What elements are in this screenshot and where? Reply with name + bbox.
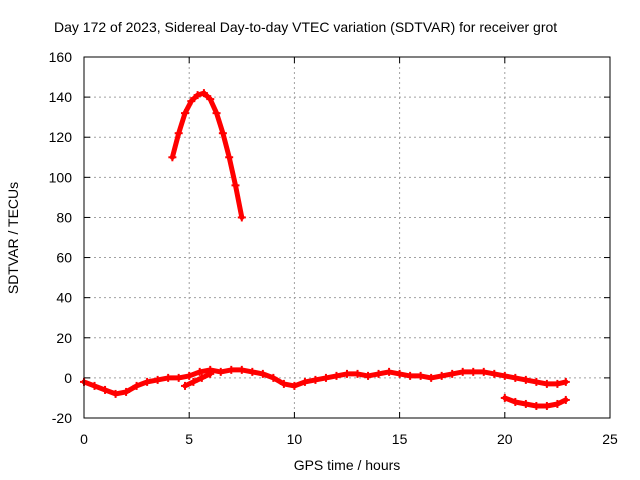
y-tick-label: 40 — [56, 290, 72, 306]
main-track-point — [469, 367, 478, 376]
main-track-point — [332, 371, 341, 380]
main-track-point — [542, 379, 551, 388]
main-track-point — [132, 381, 141, 390]
x-tick-labels: 0 5 10 15 20 25 — [80, 431, 618, 447]
main-track-point — [448, 369, 457, 378]
main-track-point — [195, 367, 204, 376]
y-tick-label: 80 — [56, 209, 72, 225]
arc-track-line — [169, 90, 245, 220]
main-track-point — [364, 371, 373, 380]
late-track-point — [511, 397, 520, 406]
arc-track-point — [231, 181, 240, 190]
main-track-point — [500, 371, 509, 380]
x-axis-label: GPS time / hours — [294, 457, 401, 473]
lower-branch-point — [206, 369, 215, 378]
late-track-point — [561, 395, 570, 404]
main-track-point — [185, 371, 194, 380]
y-tick-label: 120 — [49, 129, 73, 145]
plot-frame — [83, 56, 611, 419]
arc-track-point — [218, 129, 227, 138]
main-track-point — [258, 369, 267, 378]
arc-track-point — [237, 213, 246, 222]
lower-branch-line — [182, 371, 213, 389]
arc-track-point — [206, 95, 215, 104]
main-track-point — [290, 381, 299, 390]
main-track-point — [101, 385, 110, 394]
late-track-point — [521, 399, 530, 408]
main-track-point — [353, 369, 362, 378]
arc-track-point — [212, 109, 221, 118]
main-track-point — [90, 381, 99, 390]
main-track-point — [143, 377, 152, 386]
late-track-point — [553, 399, 562, 408]
main-track-point — [153, 375, 162, 384]
main-track-point — [437, 371, 446, 380]
main-track-point — [416, 371, 425, 380]
data-points — [80, 89, 570, 410]
lower-branch-point — [180, 381, 189, 390]
main-track-point — [427, 373, 436, 382]
late-track-point — [532, 401, 541, 410]
main-track-point — [269, 373, 278, 382]
x-tick-label: 0 — [80, 431, 88, 447]
main-track-point — [237, 365, 246, 374]
arc-track-point — [225, 153, 234, 162]
y-tick-label: 100 — [49, 169, 73, 185]
grid-lines — [84, 57, 610, 418]
x-tick-label: 10 — [287, 431, 303, 447]
arc-track-point — [199, 89, 208, 98]
main-track-point — [532, 377, 541, 386]
arc-track-point — [168, 153, 177, 162]
main-track-point — [395, 369, 404, 378]
x-tick-label: 20 — [497, 431, 513, 447]
arc-track-point — [174, 129, 183, 138]
y-tick-label: -20 — [52, 410, 72, 426]
y-tick-label: 20 — [56, 330, 72, 346]
y-axis-label: SDTVAR / TECUs — [5, 182, 21, 294]
axis-ticks — [83, 56, 611, 419]
main-track-point — [490, 369, 499, 378]
arc-track-point — [187, 97, 196, 106]
main-track-point — [111, 389, 120, 398]
late-track-point — [542, 401, 551, 410]
main-track-point — [122, 387, 131, 396]
main-track-point — [553, 379, 562, 388]
y-tick-label: 60 — [56, 250, 72, 266]
y-tick-labels: -20 0 20 40 60 80 100 120 140 160 — [49, 49, 73, 426]
arc-track-point — [193, 91, 202, 100]
main-track-point — [511, 373, 520, 382]
y-tick-label: 140 — [49, 89, 73, 105]
main-track-point — [248, 367, 257, 376]
lower-branch-point — [189, 377, 198, 386]
x-tick-label: 25 — [602, 431, 618, 447]
main-track-point — [479, 367, 488, 376]
main-track-point — [311, 375, 320, 384]
chart-title: Day 172 of 2023, Sidereal Day-to-day VTE… — [54, 19, 557, 35]
y-tick-label: 0 — [64, 370, 72, 386]
x-tick-label: 15 — [392, 431, 408, 447]
main-track-point — [174, 373, 183, 382]
main-track-point — [216, 367, 225, 376]
main-track-point — [561, 377, 570, 386]
arc-track-point — [180, 109, 189, 118]
main-track-point — [227, 365, 236, 374]
late-track-point — [500, 393, 509, 402]
lower-branch-point — [197, 373, 206, 382]
main-track-point — [374, 369, 383, 378]
main-track-point — [385, 367, 394, 376]
y-tick-label: 160 — [49, 49, 73, 65]
main-track-point — [164, 373, 173, 382]
main-track-point — [343, 369, 351, 378]
main-track-point — [406, 371, 415, 380]
main-track-point — [300, 377, 309, 386]
x-tick-label: 5 — [185, 431, 193, 447]
main-track-point — [521, 375, 530, 384]
main-track-point — [279, 379, 288, 388]
main-track-point — [321, 373, 330, 382]
main-track-point — [458, 367, 467, 376]
